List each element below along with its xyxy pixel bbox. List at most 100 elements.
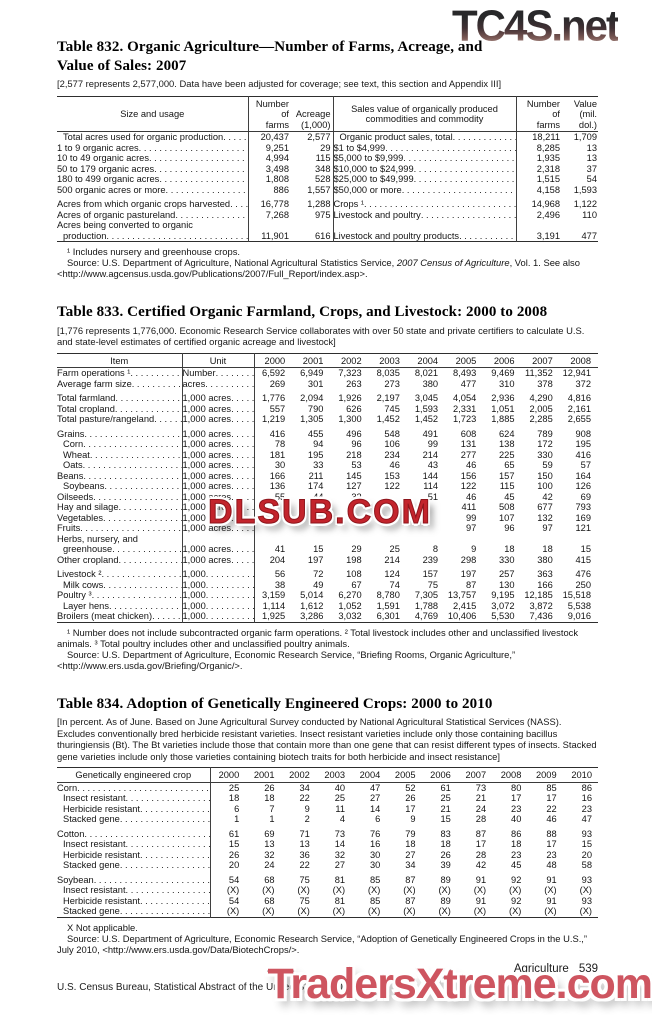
col-header-year: 2005	[445, 353, 484, 368]
table-row: Layer hens1,0001,114 1,612 1,052 1,591 1,788…	[57, 600, 598, 611]
cell-value: 608	[460, 428, 477, 439]
row-label: 1,000	[181, 611, 254, 622]
row-label	[181, 565, 254, 569]
table-834-bracket-note: [In percent. As of June. Based on June A…	[57, 716, 597, 762]
col-header-farms: Number of farms	[247, 96, 292, 132]
cell-value: 3,286	[300, 611, 324, 621]
cell-value: 18	[504, 544, 515, 554]
cell-value	[247, 220, 292, 231]
row-label: Herbicide resistant	[57, 804, 210, 815]
cell-value: 616	[314, 230, 331, 241]
table-row: Average farm sizeacres269 301 263 273 380 477…	[57, 378, 598, 389]
cell-value: 378	[537, 378, 553, 389]
cell-value: 1,452	[414, 414, 439, 424]
row-label: Number	[181, 367, 254, 379]
row-label: greenhouse	[57, 544, 182, 555]
cell-value: (X)	[262, 906, 275, 916]
col-header-year: 2010	[562, 767, 598, 783]
cell-value: 41	[253, 544, 293, 555]
cell-value: 100	[537, 481, 553, 491]
cell-value: 1,452	[376, 414, 400, 424]
spacer-row	[57, 870, 598, 875]
table-row: Acres from which organic crops harvested…	[57, 199, 598, 210]
cell-value: 745	[384, 403, 400, 414]
cell-value: 477	[460, 378, 477, 389]
cell-value: 15	[209, 839, 246, 850]
cell-value: 1,515	[515, 174, 562, 185]
row-label: Livestock and poultry products	[332, 230, 516, 242]
row-label: Farm operations ¹	[57, 368, 182, 379]
cell-value: 1,788	[414, 600, 439, 611]
cell-value: 71	[299, 828, 310, 839]
table-row: Acres being converted to organic	[57, 220, 598, 231]
row-label: $50,000 or more	[332, 184, 516, 195]
cell-value: 793	[575, 502, 591, 512]
cell-value: 115	[315, 153, 331, 163]
cell-value: 93	[581, 895, 592, 906]
col-header-sales-value: Sales value of organically produced comm…	[332, 96, 516, 132]
cell-value: 96	[504, 523, 515, 533]
cell-value: (X)	[438, 906, 451, 916]
cell-value: 121	[575, 523, 591, 533]
cell-value: (X)	[544, 885, 557, 895]
cell-value	[562, 220, 598, 231]
table-row: Acres of organic pastureland7,268 975Live…	[57, 209, 598, 220]
cell-value: 12,941	[562, 368, 591, 378]
cell-value: 2	[304, 814, 310, 824]
cell-value: 15	[581, 839, 592, 849]
table-row: Insect resistant1818222527262521171716	[57, 793, 598, 804]
cell-value: 1,122	[573, 199, 597, 209]
cell-value	[515, 195, 562, 199]
cell-value: 157	[499, 470, 515, 481]
cell-value: 8,493	[453, 368, 477, 378]
row-label: 1,000 acres	[181, 470, 254, 481]
table-row: Poultry ³1,0003,159 5,014 6,270 8,780 7,305 1…	[57, 590, 598, 601]
cell-value: 21	[440, 803, 451, 814]
page-number: 539	[578, 962, 598, 975]
cell-value: 18,211	[515, 131, 562, 143]
cell-value: 83	[440, 828, 451, 839]
cell-value: 5,014	[300, 590, 324, 600]
cell-value: 33	[313, 460, 324, 470]
cell-value: 380	[422, 378, 439, 389]
cell-value: 87	[475, 828, 487, 839]
cell-value: 11,901	[247, 230, 292, 242]
cell-value: 96	[351, 439, 362, 449]
cell-value: 197	[460, 569, 477, 579]
cell-value: 40	[511, 814, 522, 824]
col-header-year: 2007	[521, 353, 560, 368]
cell-value: 2,161	[567, 403, 591, 414]
cell-value: 195	[307, 449, 324, 460]
cell-value: 886	[247, 184, 292, 195]
table-832-notes: ¹ Includes nursery and greenhouse crops.…	[57, 246, 598, 279]
col-header-year: 2004	[351, 767, 387, 783]
cell-value: (X)	[297, 906, 310, 916]
col-header-size-usage: Size and usage	[57, 96, 248, 132]
row-label: Herbs, nursery, and	[57, 533, 138, 544]
header-row: Item Unit 2000 2001 2002 2003 2004 2005 …	[57, 353, 598, 368]
cell-value: 97	[542, 523, 553, 533]
cell-value: 18	[440, 839, 451, 849]
table-row: 1 to 9 organic acres9,251 29$1 to $4,9998…	[57, 142, 598, 153]
table-834-notes: X Not applicable. Source: U.S. Departmen…	[57, 922, 598, 955]
cell-value: 6	[209, 803, 246, 814]
row-label: Broilers (meat chicken)	[57, 611, 182, 622]
cell-value: 2,577	[307, 132, 331, 142]
cell-value: 2,005	[529, 403, 553, 414]
cell-value: 263	[346, 378, 362, 389]
cell-value: 86	[511, 828, 522, 839]
cell-value: 15	[440, 814, 451, 824]
cell-value: 67	[351, 579, 362, 590]
cell-value	[292, 513, 330, 524]
row-label: Corn	[57, 782, 210, 793]
cell-value	[330, 534, 368, 545]
cell-value: 13	[586, 142, 597, 153]
page-content: Table 832. Organic Agriculture—Number of…	[57, 38, 598, 993]
table-row: Herbs, nursery, and	[57, 533, 598, 545]
page-header-line: Agriculture 539	[57, 963, 598, 975]
table-row: Cotton61 69 71 73 76 79 83 87 86 88 93	[57, 828, 598, 839]
cell-value: 5,538	[567, 600, 591, 611]
cell-value: 14	[369, 803, 381, 814]
cell-value: 94	[313, 439, 324, 449]
cell-value: 81	[334, 874, 346, 885]
